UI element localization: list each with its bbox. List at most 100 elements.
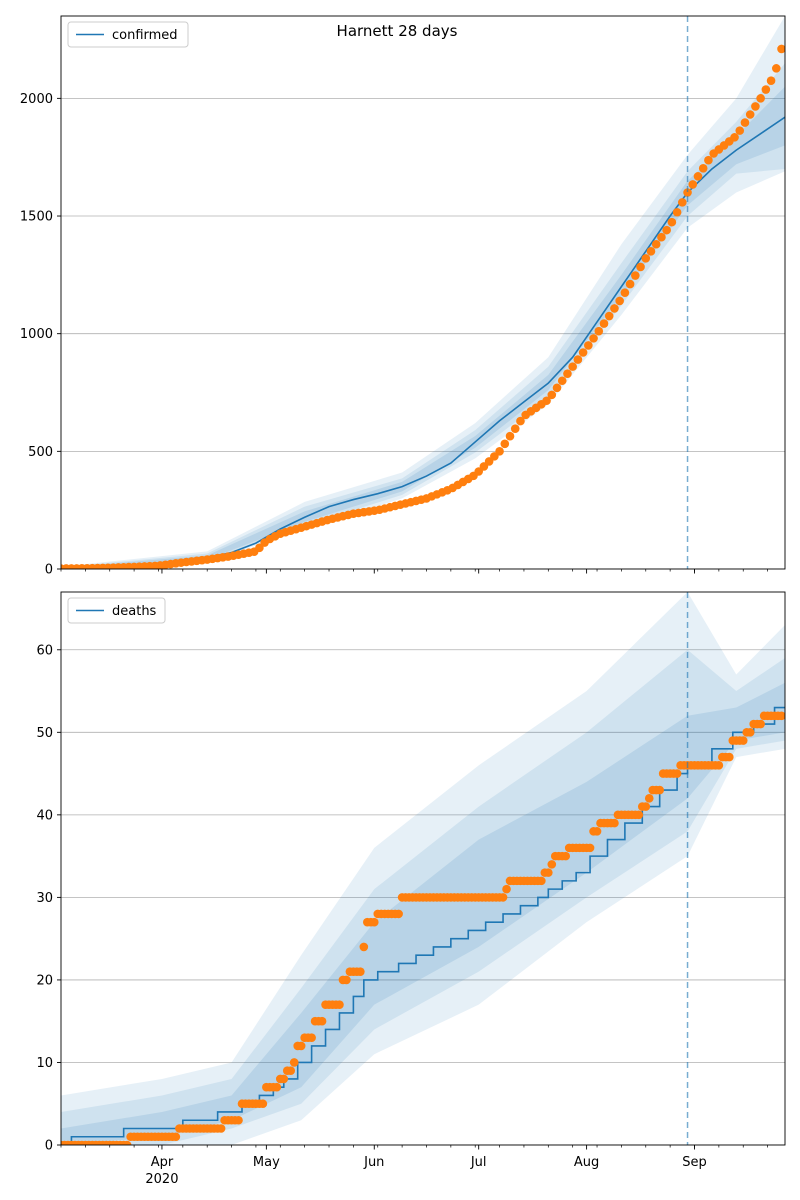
observed-point [714, 761, 724, 770]
x-tick-label: Aug [574, 1155, 599, 1170]
observed-point [317, 1016, 327, 1026]
observed-point [495, 447, 504, 456]
observed-point [634, 810, 644, 820]
observed-point [604, 311, 614, 321]
observed-point [307, 1033, 316, 1043]
observed-point [500, 439, 510, 449]
observed-point [286, 1066, 296, 1076]
observed-point [557, 376, 567, 386]
observed-point [122, 1140, 132, 1145]
observed-point [599, 319, 609, 328]
y-tick-label: 60 [36, 643, 53, 658]
observed-point [698, 163, 708, 173]
observed-point [594, 326, 604, 336]
observed-point [171, 1132, 181, 1142]
observed-point [756, 719, 765, 729]
observed-point [289, 1058, 299, 1067]
observed-point [216, 1124, 226, 1133]
y-tick-label: 500 [28, 445, 53, 460]
observed-point [641, 802, 651, 811]
observed-point [296, 1041, 306, 1051]
observed-point [777, 44, 785, 54]
observed-point [745, 728, 755, 737]
observed-point [735, 126, 745, 135]
y-tick-label: 0 [45, 563, 53, 578]
observed-point [725, 752, 734, 762]
observed-point [610, 304, 619, 313]
uncertainty-band [61, 86, 785, 569]
observed-point [672, 769, 682, 778]
chart-title: Harnett 28 days [337, 22, 458, 40]
observed-point [688, 180, 698, 189]
observed-point [272, 1082, 282, 1092]
observed-point [657, 232, 666, 242]
observed-point [662, 225, 671, 235]
axes-frame [60, 591, 786, 1146]
observed-point [625, 279, 635, 289]
y-tick-label: 1000 [20, 327, 53, 342]
y-tick-label: 10 [36, 1056, 53, 1071]
axes-frame [60, 15, 786, 570]
observed-points [61, 711, 785, 1145]
observed-point [584, 341, 593, 350]
observed-point [552, 383, 562, 393]
observed-points [61, 44, 785, 569]
x-tick-label: Jul [470, 1155, 487, 1170]
observed-point [756, 94, 765, 103]
observed-point [636, 262, 645, 272]
observed-point [771, 64, 781, 73]
plot-area [61, 16, 785, 569]
observed-point [644, 794, 654, 803]
x-tick-label: Apr [151, 1155, 174, 1170]
x-tick-label: Jun [363, 1155, 384, 1170]
observed-point [544, 868, 553, 877]
observed-point [573, 355, 583, 364]
observed-point [678, 198, 687, 207]
uncertainty-band [61, 682, 785, 1145]
observed-point [542, 396, 551, 406]
observed-point [610, 818, 619, 828]
y-tick-label: 1500 [20, 210, 53, 225]
observed-point [258, 1099, 268, 1109]
legend-deaths: deaths [67, 597, 166, 624]
observed-point [537, 876, 546, 886]
observed-point [651, 239, 661, 249]
plot-area [61, 592, 785, 1145]
legend-box [67, 597, 166, 624]
observed-point [766, 76, 776, 86]
observed-point [592, 827, 602, 836]
uncertainty-band [61, 16, 785, 569]
y-tick-label: 50 [36, 726, 53, 741]
x-tick-label: Sep [682, 1155, 707, 1170]
observed-point [547, 860, 557, 869]
observed-point [394, 909, 403, 919]
observed-point [505, 431, 515, 441]
observed-point [342, 975, 351, 985]
observed-point [356, 967, 365, 976]
legend-label-confirmed: confirmed [112, 28, 178, 43]
observed-point [646, 247, 656, 256]
observed-point [683, 188, 692, 197]
observed-point [704, 155, 713, 165]
uncertainty-band [61, 592, 785, 1145]
observed-point [589, 334, 598, 343]
observed-point [369, 917, 379, 927]
observed-point [667, 217, 677, 227]
observed-point [510, 424, 520, 433]
observed-point [563, 369, 572, 378]
observed-point [335, 1000, 344, 1009]
confirmed-chart: 0 500 1000 1500 2000 Harnett 28 days confirme… [20, 15, 786, 578]
x-year-label: 2020 [145, 1172, 178, 1187]
x-tick-label: May [253, 1155, 280, 1170]
uncertainty-band [61, 63, 785, 569]
y-tick-label: 2000 [20, 92, 53, 107]
observed-point [730, 133, 739, 142]
y-tick-label: 0 [45, 1139, 53, 1154]
observed-point [498, 893, 508, 902]
observed-point [620, 288, 630, 297]
observed-point [761, 85, 771, 94]
observed-point [655, 785, 664, 795]
observed-point [255, 543, 264, 553]
observed-point [693, 172, 703, 181]
